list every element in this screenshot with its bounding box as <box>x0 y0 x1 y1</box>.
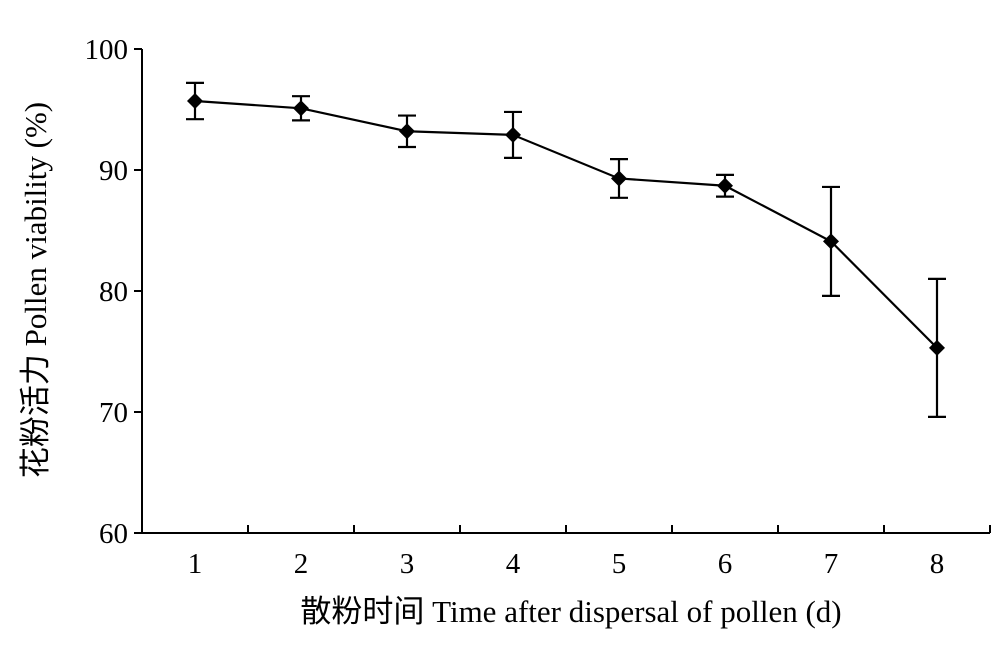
y-tick-label: 60 <box>99 518 128 550</box>
data-point <box>823 233 839 250</box>
x-tick-label: 8 <box>930 548 945 580</box>
data-point <box>187 93 203 110</box>
y-tick-label: 90 <box>99 155 128 187</box>
x-tick-label: 1 <box>188 548 203 580</box>
y-tick-label: 70 <box>99 397 128 429</box>
y-tick-label: 100 <box>85 34 129 66</box>
y-ticks: 60 70 80 90 100 <box>85 34 142 550</box>
x-axis-title: 散粉时间 Time after dispersal of pollen (d) <box>300 594 841 629</box>
data-point <box>293 100 309 117</box>
series-line <box>194 99 938 349</box>
axes <box>141 49 990 534</box>
plot-area <box>186 81 946 418</box>
data-point <box>505 126 521 143</box>
data-point <box>611 170 627 187</box>
data-point <box>929 339 945 356</box>
data-point <box>399 123 415 140</box>
y-tick-label: 80 <box>99 276 128 308</box>
x-tick-label: 6 <box>718 548 733 580</box>
x-ticks: 1 2 3 4 5 6 7 8 <box>141 525 991 580</box>
x-tick-label: 7 <box>824 548 839 580</box>
y-axis-title: 花粉活力 Pollen viability (%) <box>18 102 53 478</box>
x-tick-label: 5 <box>612 548 627 580</box>
x-tick-label: 4 <box>506 548 521 580</box>
x-tick-label: 3 <box>400 548 415 580</box>
data-point <box>717 177 733 194</box>
x-tick-label: 2 <box>294 548 309 580</box>
